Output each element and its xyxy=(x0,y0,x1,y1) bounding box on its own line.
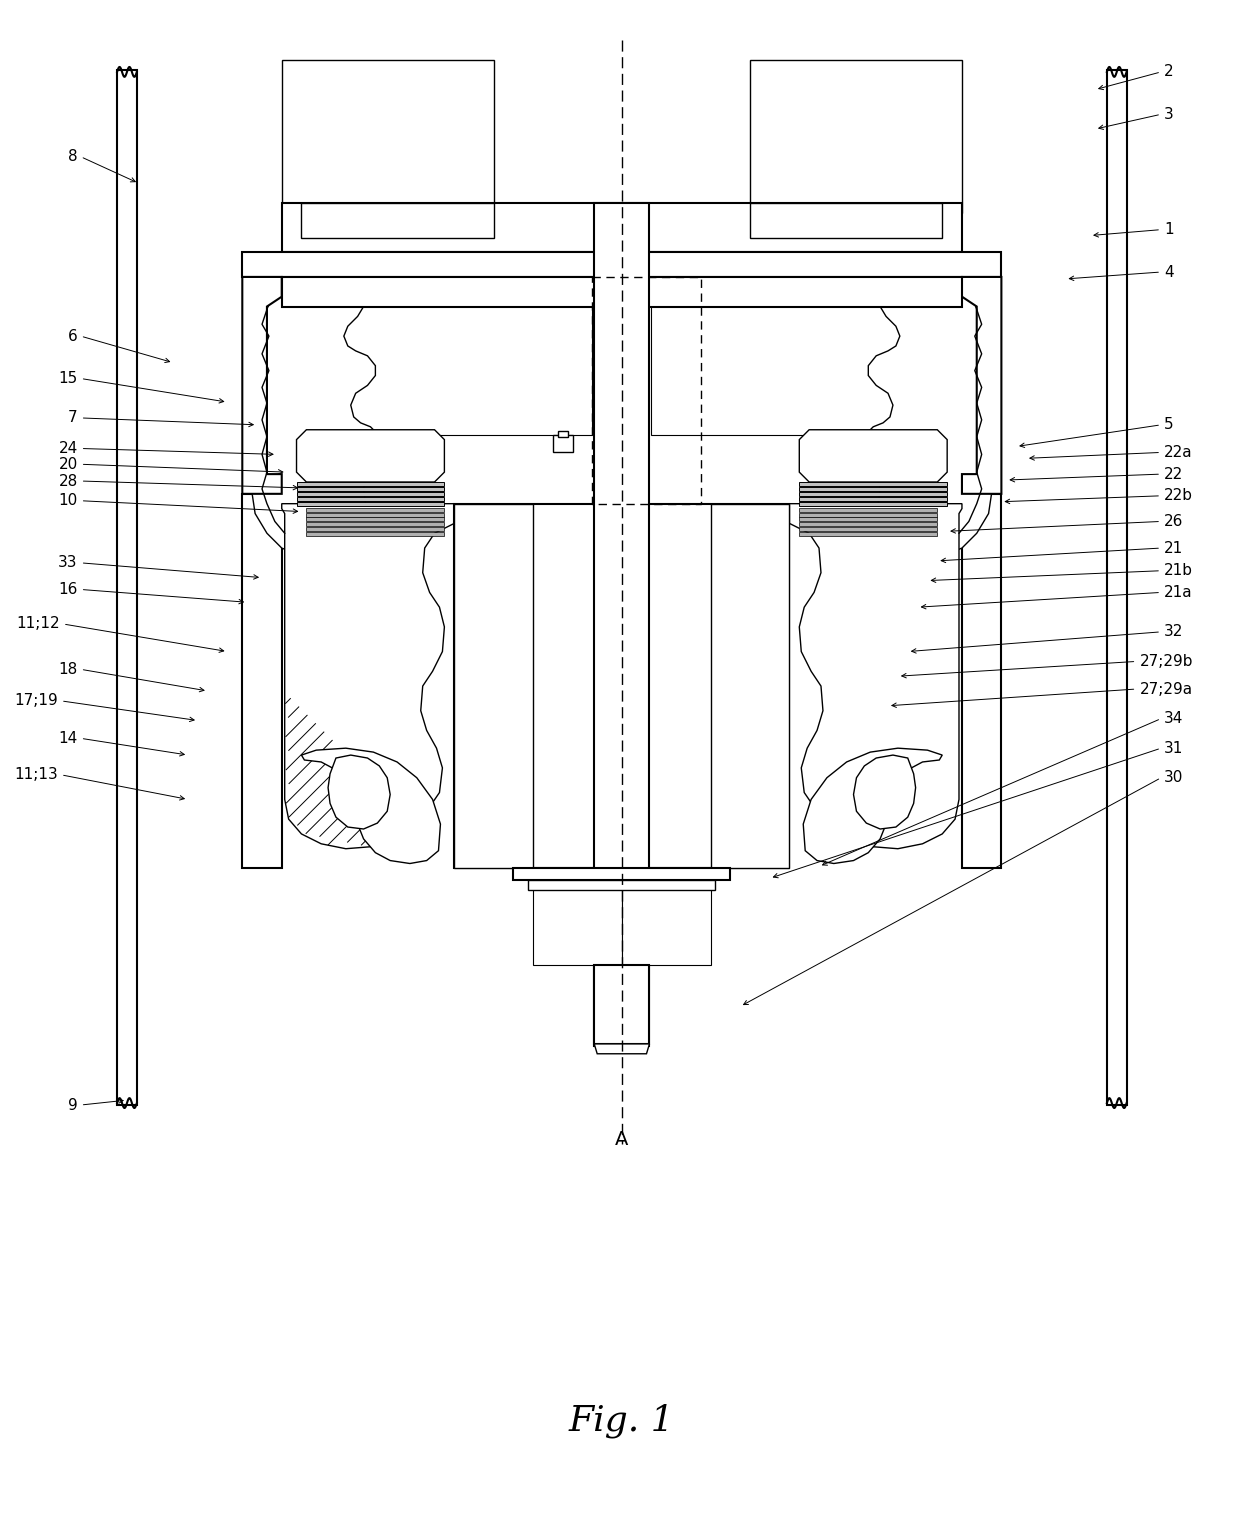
Text: 27;29a: 27;29a xyxy=(1140,681,1193,696)
Text: 21b: 21b xyxy=(1164,564,1193,578)
Text: 3: 3 xyxy=(1164,106,1174,122)
Polygon shape xyxy=(296,497,444,500)
Text: 22b: 22b xyxy=(1164,488,1193,503)
Text: 18: 18 xyxy=(58,661,78,676)
Polygon shape xyxy=(301,277,593,435)
Polygon shape xyxy=(594,1044,650,1053)
Polygon shape xyxy=(281,503,454,848)
Text: 1: 1 xyxy=(1164,222,1174,237)
Polygon shape xyxy=(800,430,947,482)
Polygon shape xyxy=(306,523,444,526)
Text: 31: 31 xyxy=(1164,740,1183,755)
Polygon shape xyxy=(621,879,711,965)
Polygon shape xyxy=(306,527,444,532)
Polygon shape xyxy=(1107,70,1127,1105)
Polygon shape xyxy=(800,497,947,500)
Text: 7: 7 xyxy=(68,410,78,426)
Text: 34: 34 xyxy=(1164,711,1183,727)
Polygon shape xyxy=(301,748,440,863)
Polygon shape xyxy=(117,70,136,1105)
Polygon shape xyxy=(242,252,1002,277)
Polygon shape xyxy=(800,508,937,512)
Polygon shape xyxy=(528,880,715,891)
Polygon shape xyxy=(296,430,444,482)
Text: 28: 28 xyxy=(58,474,78,488)
Polygon shape xyxy=(553,435,573,453)
Polygon shape xyxy=(296,482,444,486)
Polygon shape xyxy=(800,486,947,491)
Text: 21: 21 xyxy=(1164,541,1183,555)
Polygon shape xyxy=(800,492,947,496)
Text: 4: 4 xyxy=(1164,264,1174,280)
Polygon shape xyxy=(454,503,533,868)
Text: 9: 9 xyxy=(68,1097,78,1113)
Text: 22a: 22a xyxy=(1164,445,1193,461)
Polygon shape xyxy=(800,482,947,486)
Polygon shape xyxy=(329,755,391,828)
Text: 17;19: 17;19 xyxy=(14,693,58,708)
Polygon shape xyxy=(800,527,937,532)
Polygon shape xyxy=(306,517,444,521)
Text: 20: 20 xyxy=(58,456,78,471)
Text: 24: 24 xyxy=(58,441,78,456)
Polygon shape xyxy=(533,879,621,965)
Text: 5: 5 xyxy=(1164,418,1174,432)
Text: 11;12: 11;12 xyxy=(16,617,60,631)
Polygon shape xyxy=(594,204,650,1046)
Polygon shape xyxy=(281,277,962,307)
Polygon shape xyxy=(800,532,937,537)
Polygon shape xyxy=(853,755,915,828)
Text: 15: 15 xyxy=(58,371,78,386)
Text: 2: 2 xyxy=(1164,64,1174,79)
Polygon shape xyxy=(962,277,1002,494)
Text: 8: 8 xyxy=(68,149,78,164)
Polygon shape xyxy=(246,278,391,565)
Text: 6: 6 xyxy=(68,328,78,344)
Polygon shape xyxy=(800,523,937,526)
Polygon shape xyxy=(711,503,790,868)
Text: 27;29b: 27;29b xyxy=(1140,654,1193,669)
Polygon shape xyxy=(800,502,947,506)
Polygon shape xyxy=(306,508,444,512)
Polygon shape xyxy=(301,204,494,237)
Polygon shape xyxy=(296,486,444,491)
Polygon shape xyxy=(800,517,937,521)
Polygon shape xyxy=(454,503,790,868)
Text: 16: 16 xyxy=(58,582,78,597)
Polygon shape xyxy=(750,61,962,213)
Text: 32: 32 xyxy=(1164,625,1183,640)
Polygon shape xyxy=(281,204,962,252)
Text: 10: 10 xyxy=(58,492,78,508)
Polygon shape xyxy=(651,277,942,435)
Text: 22: 22 xyxy=(1164,467,1183,482)
Text: 33: 33 xyxy=(58,555,78,570)
Text: A: A xyxy=(615,1129,629,1149)
Text: 30: 30 xyxy=(1164,771,1183,786)
Polygon shape xyxy=(306,512,444,517)
Text: 26: 26 xyxy=(1164,514,1183,529)
Polygon shape xyxy=(281,61,494,213)
Polygon shape xyxy=(800,512,937,517)
Polygon shape xyxy=(296,502,444,506)
Text: Fig. 1: Fig. 1 xyxy=(569,1403,675,1438)
Text: 11;13: 11;13 xyxy=(14,768,58,783)
Polygon shape xyxy=(594,965,650,1044)
Polygon shape xyxy=(242,494,281,868)
Polygon shape xyxy=(790,503,962,848)
Polygon shape xyxy=(962,494,1002,868)
Text: 14: 14 xyxy=(58,731,78,746)
Text: 21a: 21a xyxy=(1164,585,1193,600)
Polygon shape xyxy=(804,748,942,863)
Polygon shape xyxy=(750,204,942,237)
Polygon shape xyxy=(853,278,998,565)
Polygon shape xyxy=(513,868,730,880)
Polygon shape xyxy=(558,430,568,436)
Polygon shape xyxy=(296,492,444,496)
Polygon shape xyxy=(306,532,444,537)
Polygon shape xyxy=(242,277,281,494)
